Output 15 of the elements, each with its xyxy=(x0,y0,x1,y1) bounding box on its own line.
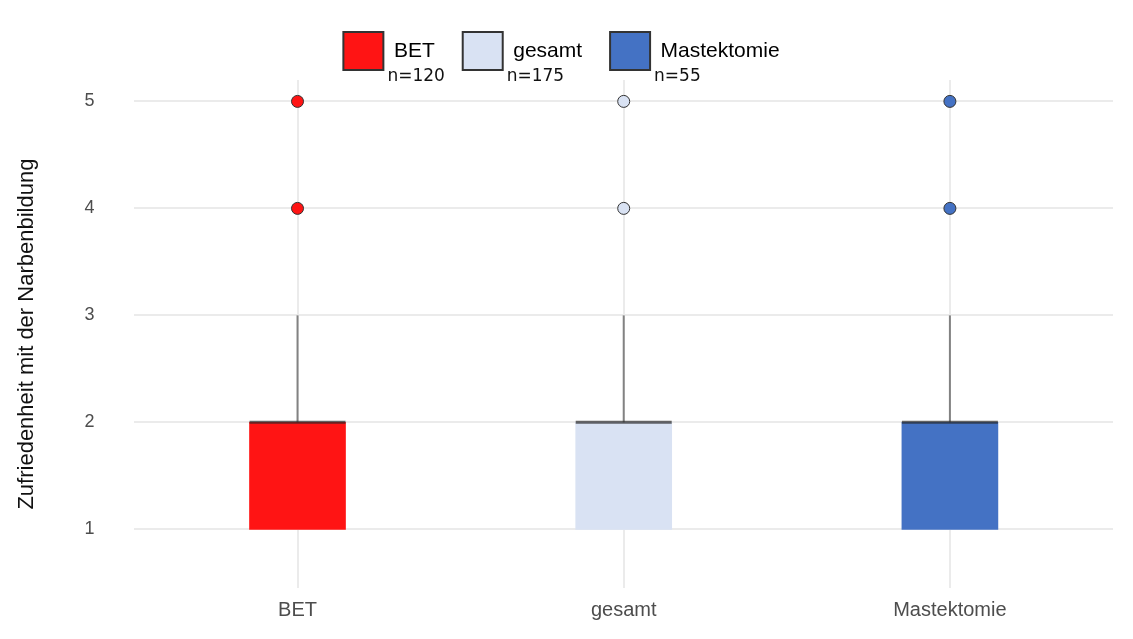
y-tick-label: 3 xyxy=(84,304,95,325)
y-tick-label: 5 xyxy=(84,90,95,111)
annotation: n=175 xyxy=(506,64,565,85)
y-tick-label: 2 xyxy=(84,411,95,432)
legend-label: gesamt xyxy=(513,37,583,61)
annotation: n=55 xyxy=(654,64,701,85)
x-tick-label: BET xyxy=(278,597,317,620)
y-tick-label: 4 xyxy=(84,197,95,218)
x-tick-label: Mastektomie xyxy=(893,597,1007,620)
y-tick-label: 1 xyxy=(84,518,95,539)
legend-label: Mastektomie xyxy=(660,37,780,61)
annotation: n=120 xyxy=(387,64,445,85)
legend-label: BET xyxy=(393,37,435,61)
x-tick-label: gesamt xyxy=(590,597,657,620)
y-axis-title: Zufriedenheit mit der Narbenbildung xyxy=(13,158,39,510)
